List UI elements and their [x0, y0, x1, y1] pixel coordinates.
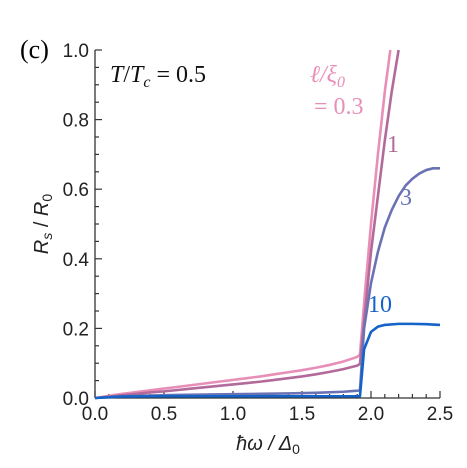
x-tick-label: 0.5 [151, 404, 177, 425]
annotation-lhs-denominator: T [130, 62, 145, 88]
series-line-1 [94, 49, 400, 400]
temperature-annotation: T/Tc = 0.5 [110, 62, 206, 91]
series-label-10: 10 [368, 292, 392, 318]
x-tick-label: 1.0 [220, 404, 246, 425]
x-tick-label: 2.5 [427, 404, 453, 425]
y-tick-label: 0.8 [63, 111, 89, 132]
series-line-0-3 [94, 49, 392, 400]
annotation-rhs: = 0.5 [157, 62, 207, 88]
y-label-den-sub: 0 [39, 194, 55, 202]
ticks: 0.0 0.5 1.0 1.5 2.0 2.5 0.0 0.2 0.4 0.6 0.8 1.0 [63, 41, 454, 425]
y-tick-label: 0.0 [63, 389, 89, 410]
legend-title-line1: ℓ/ξ0 [310, 62, 345, 91]
y-label-num-sub: s [39, 233, 55, 240]
x-tick-label: 2.0 [358, 404, 384, 425]
legend-title-text: ℓ/ξ [310, 62, 338, 88]
legend-title-line2: = 0.3 [314, 94, 364, 120]
x-label-text: ħω / Δ [236, 433, 292, 455]
y-label-num: R [31, 240, 53, 254]
x-axis-label: ħω / Δ0 [236, 433, 300, 457]
legend-title-sub: 0 [337, 74, 345, 91]
series-label-3: 3 [400, 185, 412, 211]
series-layer [94, 49, 441, 400]
y-label-den: R [31, 202, 53, 216]
annotation-lhs-sub: c [143, 74, 150, 91]
x-tick-label: 0.0 [82, 404, 108, 425]
series-line-3 [94, 167, 440, 400]
annotation-lhs: T [110, 62, 125, 88]
y-tick-label: 1.0 [63, 41, 89, 62]
series-line-10 [94, 322, 441, 400]
y-axis-label: Rs / R0 [31, 194, 55, 255]
y-tick-label: 0.4 [63, 250, 90, 271]
x-tick-label: 1.5 [289, 404, 315, 425]
y-tick-label: 0.2 [63, 319, 89, 340]
y-tick-label: 0.6 [63, 180, 89, 201]
panel-label: (c) [20, 35, 49, 64]
series-label-1: 1 [387, 132, 399, 158]
x-label-sub: 0 [292, 441, 300, 457]
axes [94, 50, 440, 399]
